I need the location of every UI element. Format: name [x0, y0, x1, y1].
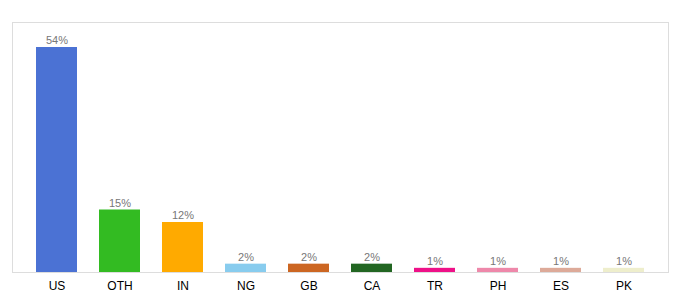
- svg-text:54%: 54%: [46, 34, 68, 46]
- svg-text:1%: 1%: [553, 255, 569, 267]
- svg-text:ES: ES: [553, 279, 569, 293]
- svg-text:TR: TR: [427, 279, 443, 293]
- svg-text:GB: GB: [300, 279, 317, 293]
- svg-text:1%: 1%: [616, 255, 632, 267]
- svg-text:CA: CA: [364, 279, 381, 293]
- svg-text:US: US: [49, 279, 66, 293]
- svg-text:2%: 2%: [364, 251, 380, 263]
- svg-text:2%: 2%: [301, 251, 317, 263]
- svg-text:1%: 1%: [490, 255, 506, 267]
- svg-text:15%: 15%: [109, 197, 131, 209]
- svg-text:IN: IN: [177, 279, 189, 293]
- svg-text:2%: 2%: [238, 251, 254, 263]
- svg-text:1%: 1%: [427, 255, 443, 267]
- svg-text:12%: 12%: [172, 209, 194, 221]
- svg-text:OTH: OTH: [107, 279, 132, 293]
- svg-text:PK: PK: [616, 279, 632, 293]
- svg-text:NG: NG: [237, 279, 255, 293]
- svg-text:PH: PH: [490, 279, 507, 293]
